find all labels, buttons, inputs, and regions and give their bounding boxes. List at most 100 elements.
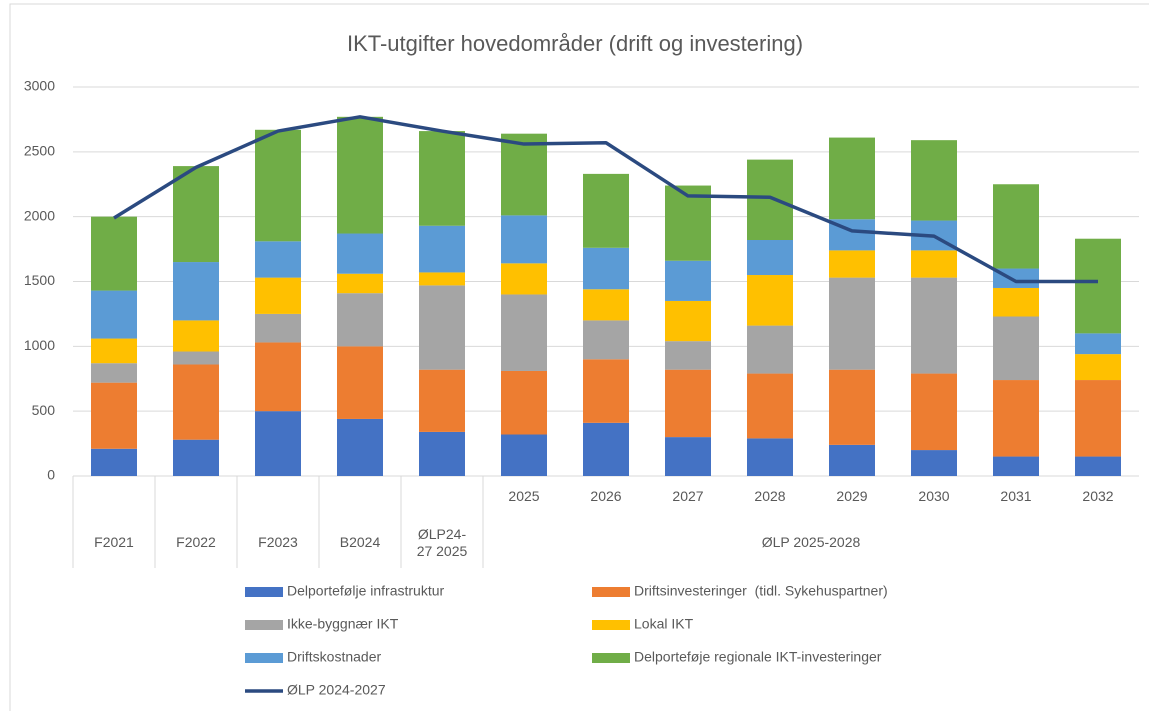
x-tick-label: 2028 (754, 488, 786, 504)
bar (911, 450, 957, 476)
bar (337, 293, 383, 347)
bar (91, 448, 137, 476)
y-tick-label: 1500 (24, 272, 55, 288)
bar (747, 159, 793, 241)
bar (1075, 238, 1121, 334)
x-tick-label: F2021 (94, 534, 134, 550)
x-tick-label: 2031 (1000, 488, 1032, 504)
x-tick-label: B2024 (339, 534, 381, 550)
x-tick-label: F2023 (258, 534, 298, 550)
bar (747, 275, 793, 326)
bar (1075, 456, 1121, 476)
bar (911, 373, 957, 451)
line (113, 115, 1098, 284)
bar (501, 263, 547, 295)
bar (747, 325, 793, 374)
bar (829, 137, 875, 220)
bar (173, 166, 219, 263)
bar (501, 370, 547, 435)
bar (173, 262, 219, 321)
y-tick-label: 3000 (24, 78, 55, 94)
bar (91, 216, 137, 291)
bar (993, 184, 1039, 269)
x-tick-label: 2027 (672, 488, 704, 504)
bar (665, 185, 711, 261)
bar (583, 320, 629, 360)
legend-label: Driftsinvesteringer (tidl. Sykehuspartne… (634, 583, 888, 599)
bar (337, 346, 383, 419)
bar (419, 431, 465, 476)
legend-swatch (245, 620, 283, 630)
chart-title: IKT-utgifter hovedområder (drift og inve… (347, 31, 803, 56)
bar (911, 277, 957, 374)
legend-swatch (592, 620, 630, 630)
x-tick-label: 2032 (1082, 488, 1114, 504)
bar (911, 140, 957, 221)
bar (665, 341, 711, 370)
y-tick-label: 500 (32, 402, 56, 418)
bar (665, 369, 711, 438)
bar (1075, 380, 1121, 457)
bar (419, 272, 465, 286)
bar (173, 439, 219, 476)
bar (501, 294, 547, 371)
legend-swatch (245, 587, 283, 597)
y-tick-label: 2000 (24, 207, 55, 223)
bar (337, 273, 383, 294)
bar (829, 369, 875, 445)
bar (747, 373, 793, 439)
bar (665, 260, 711, 301)
x-tick-label: ØLP24-27 2025 (416, 525, 468, 559)
bar (255, 129, 301, 242)
bar (419, 131, 465, 226)
bar (829, 250, 875, 278)
y-tick-label: 2500 (24, 143, 55, 159)
bar (829, 444, 875, 476)
bar (829, 277, 875, 370)
bar (255, 241, 301, 278)
bar (501, 133, 547, 216)
bar (255, 277, 301, 314)
y-tick-label: 0 (47, 467, 55, 483)
legend-swatch (592, 653, 630, 663)
x-tick-label: 2026 (590, 488, 622, 504)
legend-swatch (592, 587, 630, 597)
bar (91, 363, 137, 383)
bar (747, 438, 793, 476)
bar (993, 380, 1039, 457)
x-tick-label: F2022 (176, 534, 216, 550)
bar (255, 342, 301, 412)
legend-label: Ikke-byggnær IKT (287, 616, 399, 632)
bar (91, 290, 137, 339)
bar (337, 116, 383, 234)
bar (583, 247, 629, 290)
bar (665, 437, 711, 476)
bar (911, 250, 957, 278)
bar (419, 369, 465, 432)
bar (173, 351, 219, 365)
bar (255, 313, 301, 343)
x-tick-label: 2029 (836, 488, 868, 504)
x-tick-label: 2025 (508, 488, 540, 504)
bar (255, 411, 301, 476)
bar (583, 173, 629, 248)
legend-label: ØLP 2024-2027 (287, 682, 386, 698)
legend-label: Delportefølje infrastruktur (287, 583, 445, 599)
bar (665, 300, 711, 342)
bar (993, 456, 1039, 476)
bar (583, 359, 629, 423)
bar (993, 316, 1039, 381)
bar (419, 285, 465, 370)
legend-label: Lokal IKT (634, 616, 694, 632)
bar (1075, 354, 1121, 381)
bar (419, 225, 465, 273)
bar (993, 287, 1039, 317)
x-tick-label: 2030 (918, 488, 950, 504)
bar (583, 422, 629, 476)
bar (91, 382, 137, 449)
bar (91, 338, 137, 364)
group-label: ØLP 2025-2028 (761, 534, 861, 550)
bar (501, 215, 547, 264)
